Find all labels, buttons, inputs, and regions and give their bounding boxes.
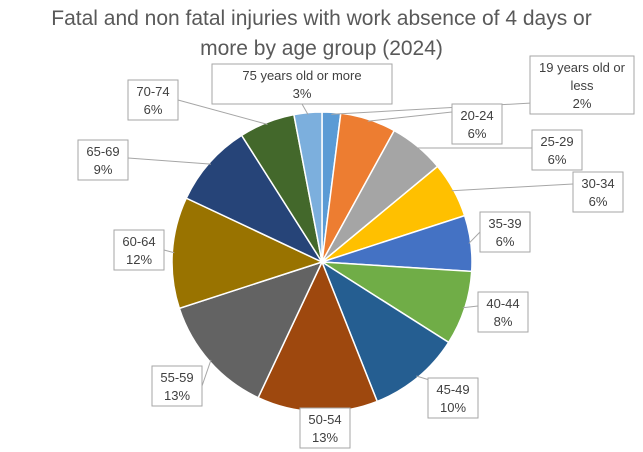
data-label-text-65-69: 65-69 bbox=[86, 144, 119, 159]
data-label-text-60-64: 60-64 bbox=[122, 234, 155, 249]
data-label-value-60-64: 12% bbox=[126, 252, 152, 267]
leader-line-70-74 bbox=[177, 99, 268, 125]
data-label-20-24: 20-24 6% bbox=[451, 103, 503, 145]
leader-line-55-59 bbox=[201, 359, 212, 387]
data-label-text-75-years-old-or-more: 75 years old or more bbox=[242, 68, 361, 83]
data-label-text-40-44: 40-44 bbox=[486, 296, 519, 311]
leader-line-30-34 bbox=[451, 183, 574, 192]
data-label-60-64: 60-64 12% bbox=[113, 229, 165, 271]
leader-line-65-69 bbox=[127, 157, 212, 165]
data-label-text-20-24: 20-24 bbox=[460, 108, 493, 123]
data-label-text-50-54: 50-54 bbox=[308, 412, 341, 427]
data-label-value-30-34: 6% bbox=[589, 194, 608, 209]
data-label-35-39: 35-39 6% bbox=[479, 211, 531, 253]
data-label-value-55-59: 13% bbox=[164, 388, 190, 403]
leader-line-40-44 bbox=[462, 305, 479, 309]
data-label-value-70-74: 6% bbox=[144, 102, 163, 117]
data-label-19-years-old-or-less: 19 years old or less 2% bbox=[529, 55, 635, 115]
chart-title: Fatal and non fatal injuries with work a… bbox=[51, 7, 592, 60]
data-label-50-54: 50-54 13% bbox=[299, 407, 351, 449]
data-label-value-45-49: 10% bbox=[440, 400, 466, 415]
data-label-text-30-34: 30-34 bbox=[581, 176, 614, 191]
data-label-value-40-44: 8% bbox=[494, 314, 513, 329]
data-label-65-69: 65-69 9% bbox=[77, 139, 129, 181]
data-label-45-49: 45-49 10% bbox=[427, 377, 479, 419]
leader-line-75-years-old-or-more bbox=[301, 103, 309, 115]
data-label-value-35-39: 6% bbox=[496, 234, 515, 249]
leader-line-60-64 bbox=[163, 249, 175, 254]
data-label-text-19-years-old-or-less: less bbox=[570, 78, 594, 93]
data-label-25-29: 25-29 6% bbox=[531, 129, 583, 171]
data-label-text-45-49: 45-49 bbox=[436, 382, 469, 397]
data-label-value-50-54: 13% bbox=[312, 430, 338, 445]
data-label-value-75-years-old-or-more: 3% bbox=[293, 86, 312, 101]
data-label-value-20-24: 6% bbox=[468, 126, 487, 141]
data-label-value-25-29: 6% bbox=[548, 152, 567, 167]
data-label-text-35-39: 35-39 bbox=[488, 216, 521, 231]
pie-slice-45-49 bbox=[320, 260, 450, 403]
data-label-30-34: 30-34 6% bbox=[572, 171, 624, 213]
pie-slice-55-59 bbox=[178, 260, 324, 399]
pie-slice-65-69 bbox=[185, 134, 325, 264]
data-label-text-55-59: 55-59 bbox=[160, 370, 193, 385]
data-label-text-19-years-old-or-less: 19 years old or bbox=[539, 60, 626, 75]
leader-line-35-39 bbox=[468, 231, 481, 244]
data-label-text-70-74: 70-74 bbox=[136, 84, 169, 99]
leader-line-20-24 bbox=[367, 111, 453, 122]
data-label-40-44: 40-44 8% bbox=[477, 291, 529, 333]
data-label-value-19-years-old-or-less: 2% bbox=[573, 96, 592, 111]
pie-slice-75-years-old-or-more bbox=[293, 111, 323, 263]
data-label-70-74: 70-74 6% bbox=[127, 79, 179, 121]
data-label-55-59: 55-59 13% bbox=[151, 365, 203, 407]
data-label-75-years-old-or-more: 75 years old or more 3% bbox=[211, 63, 393, 105]
data-label-text-25-29: 25-29 bbox=[540, 134, 573, 149]
data-label-value-65-69: 9% bbox=[94, 162, 113, 177]
